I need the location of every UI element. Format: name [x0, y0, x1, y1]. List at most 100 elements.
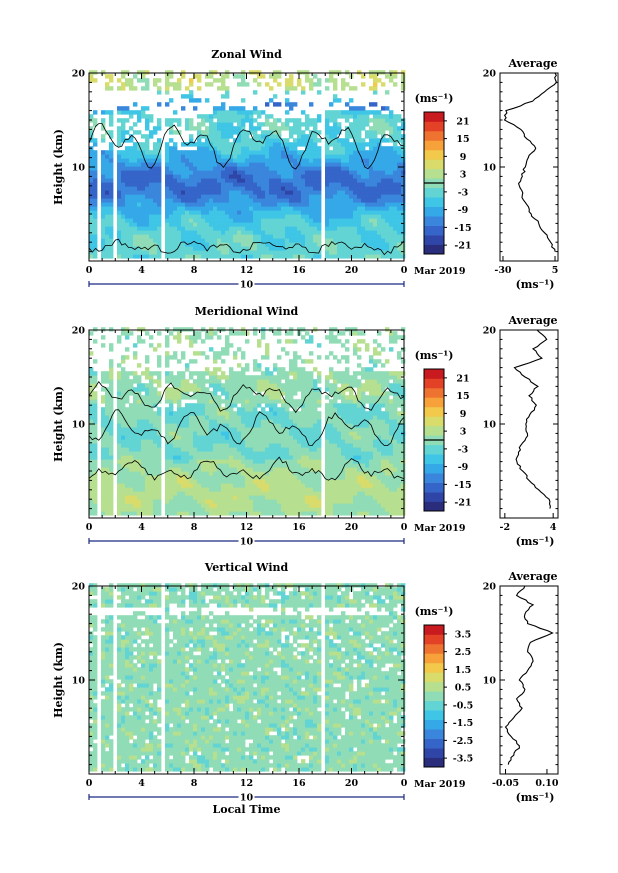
- heat-cell: [109, 395, 114, 400]
- heat-cell: [393, 158, 398, 163]
- heat-cell: [229, 182, 234, 187]
- heat-cell: [261, 411, 266, 416]
- heat-cell: [125, 395, 130, 400]
- heat-cell: [257, 415, 262, 420]
- heat-cell: [257, 126, 262, 131]
- profile-x-label: (ms⁻¹): [516, 278, 555, 291]
- heat-cell: [293, 218, 298, 223]
- heat-cell: [385, 206, 390, 211]
- heat-cell: [297, 447, 302, 452]
- heat-cell: [229, 250, 234, 255]
- heat-cell: [225, 94, 230, 99]
- heat-cell: [273, 387, 278, 392]
- heat-cell: [249, 479, 254, 484]
- heat-cell: [381, 182, 386, 187]
- heat-cell: [389, 166, 394, 171]
- heat-cell: [157, 206, 162, 211]
- heat-cell: [385, 122, 390, 127]
- heat-cell: [145, 118, 150, 123]
- heat-cell: [213, 206, 218, 211]
- heat-cell: [185, 403, 190, 408]
- heat-cell: [173, 178, 178, 183]
- heat-cell: [265, 451, 270, 456]
- heat-cell: [229, 186, 234, 191]
- heat-cell: [225, 230, 230, 235]
- heat-cell: [245, 182, 250, 187]
- heat-cell: [189, 190, 194, 195]
- heat-cell: [269, 190, 274, 195]
- heat-cell: [249, 407, 254, 412]
- heat-cell: [257, 439, 262, 444]
- heat-cell: [281, 158, 286, 163]
- heat-cell: [261, 150, 266, 155]
- heat-cell: [265, 246, 270, 251]
- heat-cell: [233, 503, 238, 508]
- heat-cell: [157, 102, 162, 107]
- heat-cell: [401, 182, 406, 187]
- heat-cell: [109, 210, 114, 215]
- heat-cell: [201, 134, 206, 139]
- heat-cell: [197, 206, 202, 211]
- heat-cell: [353, 110, 358, 115]
- heat-cell: [253, 443, 258, 448]
- heat-cell: [133, 495, 138, 500]
- heat-cell: [265, 206, 270, 211]
- heat-cell: [145, 423, 150, 428]
- heat-cell: [185, 206, 190, 211]
- heat-cell: [181, 483, 186, 488]
- heat-cell: [233, 110, 238, 115]
- heat-cell: [337, 226, 342, 231]
- heat-cell: [125, 190, 130, 195]
- heat-cell: [105, 503, 110, 508]
- heat-cell: [225, 463, 230, 468]
- heat-cell: [217, 511, 222, 516]
- heat-cell: [385, 126, 390, 131]
- heat-cell: [125, 214, 130, 219]
- heat-cell: [209, 447, 214, 452]
- heat-cell: [181, 254, 186, 259]
- heat-cell: [265, 347, 270, 352]
- heat-cell: [165, 423, 170, 428]
- heat-cell: [285, 198, 290, 203]
- heat-cell: [181, 246, 186, 251]
- heat-cell: [241, 379, 246, 384]
- heat-cell: [145, 166, 150, 171]
- heat-cell: [89, 190, 94, 195]
- heat-cell: [281, 423, 286, 428]
- heat-cell: [225, 254, 230, 259]
- heat-cell: [197, 130, 202, 135]
- heat-cell: [157, 503, 162, 508]
- heat-cell: [229, 395, 234, 400]
- heat-cell: [309, 511, 314, 516]
- heat-cell: [273, 379, 278, 384]
- heat-cell: [201, 222, 206, 227]
- heat-cell: [313, 134, 318, 139]
- heat-cell: [201, 375, 206, 380]
- heat-cell: [133, 447, 138, 452]
- heat-cell: [265, 186, 270, 191]
- heat-cell: [257, 182, 262, 187]
- heat-cell: [105, 423, 110, 428]
- heat-cell: [101, 443, 106, 448]
- heat-cell: [273, 170, 278, 175]
- heat-cell: [385, 210, 390, 215]
- heat-cell: [133, 419, 138, 424]
- heat-cell: [221, 194, 226, 199]
- heat-cell: [281, 250, 286, 255]
- heat-cell: [109, 250, 114, 255]
- heat-cell: [329, 230, 334, 235]
- heat-cell: [277, 487, 282, 492]
- heat-cell: [133, 435, 138, 440]
- heat-cell: [273, 403, 278, 408]
- heat-cell: [221, 471, 226, 476]
- heat-cell: [237, 507, 242, 512]
- heat-cell: [265, 487, 270, 492]
- heat-cell: [357, 126, 362, 131]
- heat-cell: [201, 150, 206, 155]
- heat-cell: [349, 234, 354, 239]
- heat-cell: [169, 491, 174, 496]
- heat-cell: [189, 483, 194, 488]
- colorbar-swatch: [424, 197, 444, 207]
- heat-cell: [157, 379, 162, 384]
- heat-cell: [269, 246, 274, 251]
